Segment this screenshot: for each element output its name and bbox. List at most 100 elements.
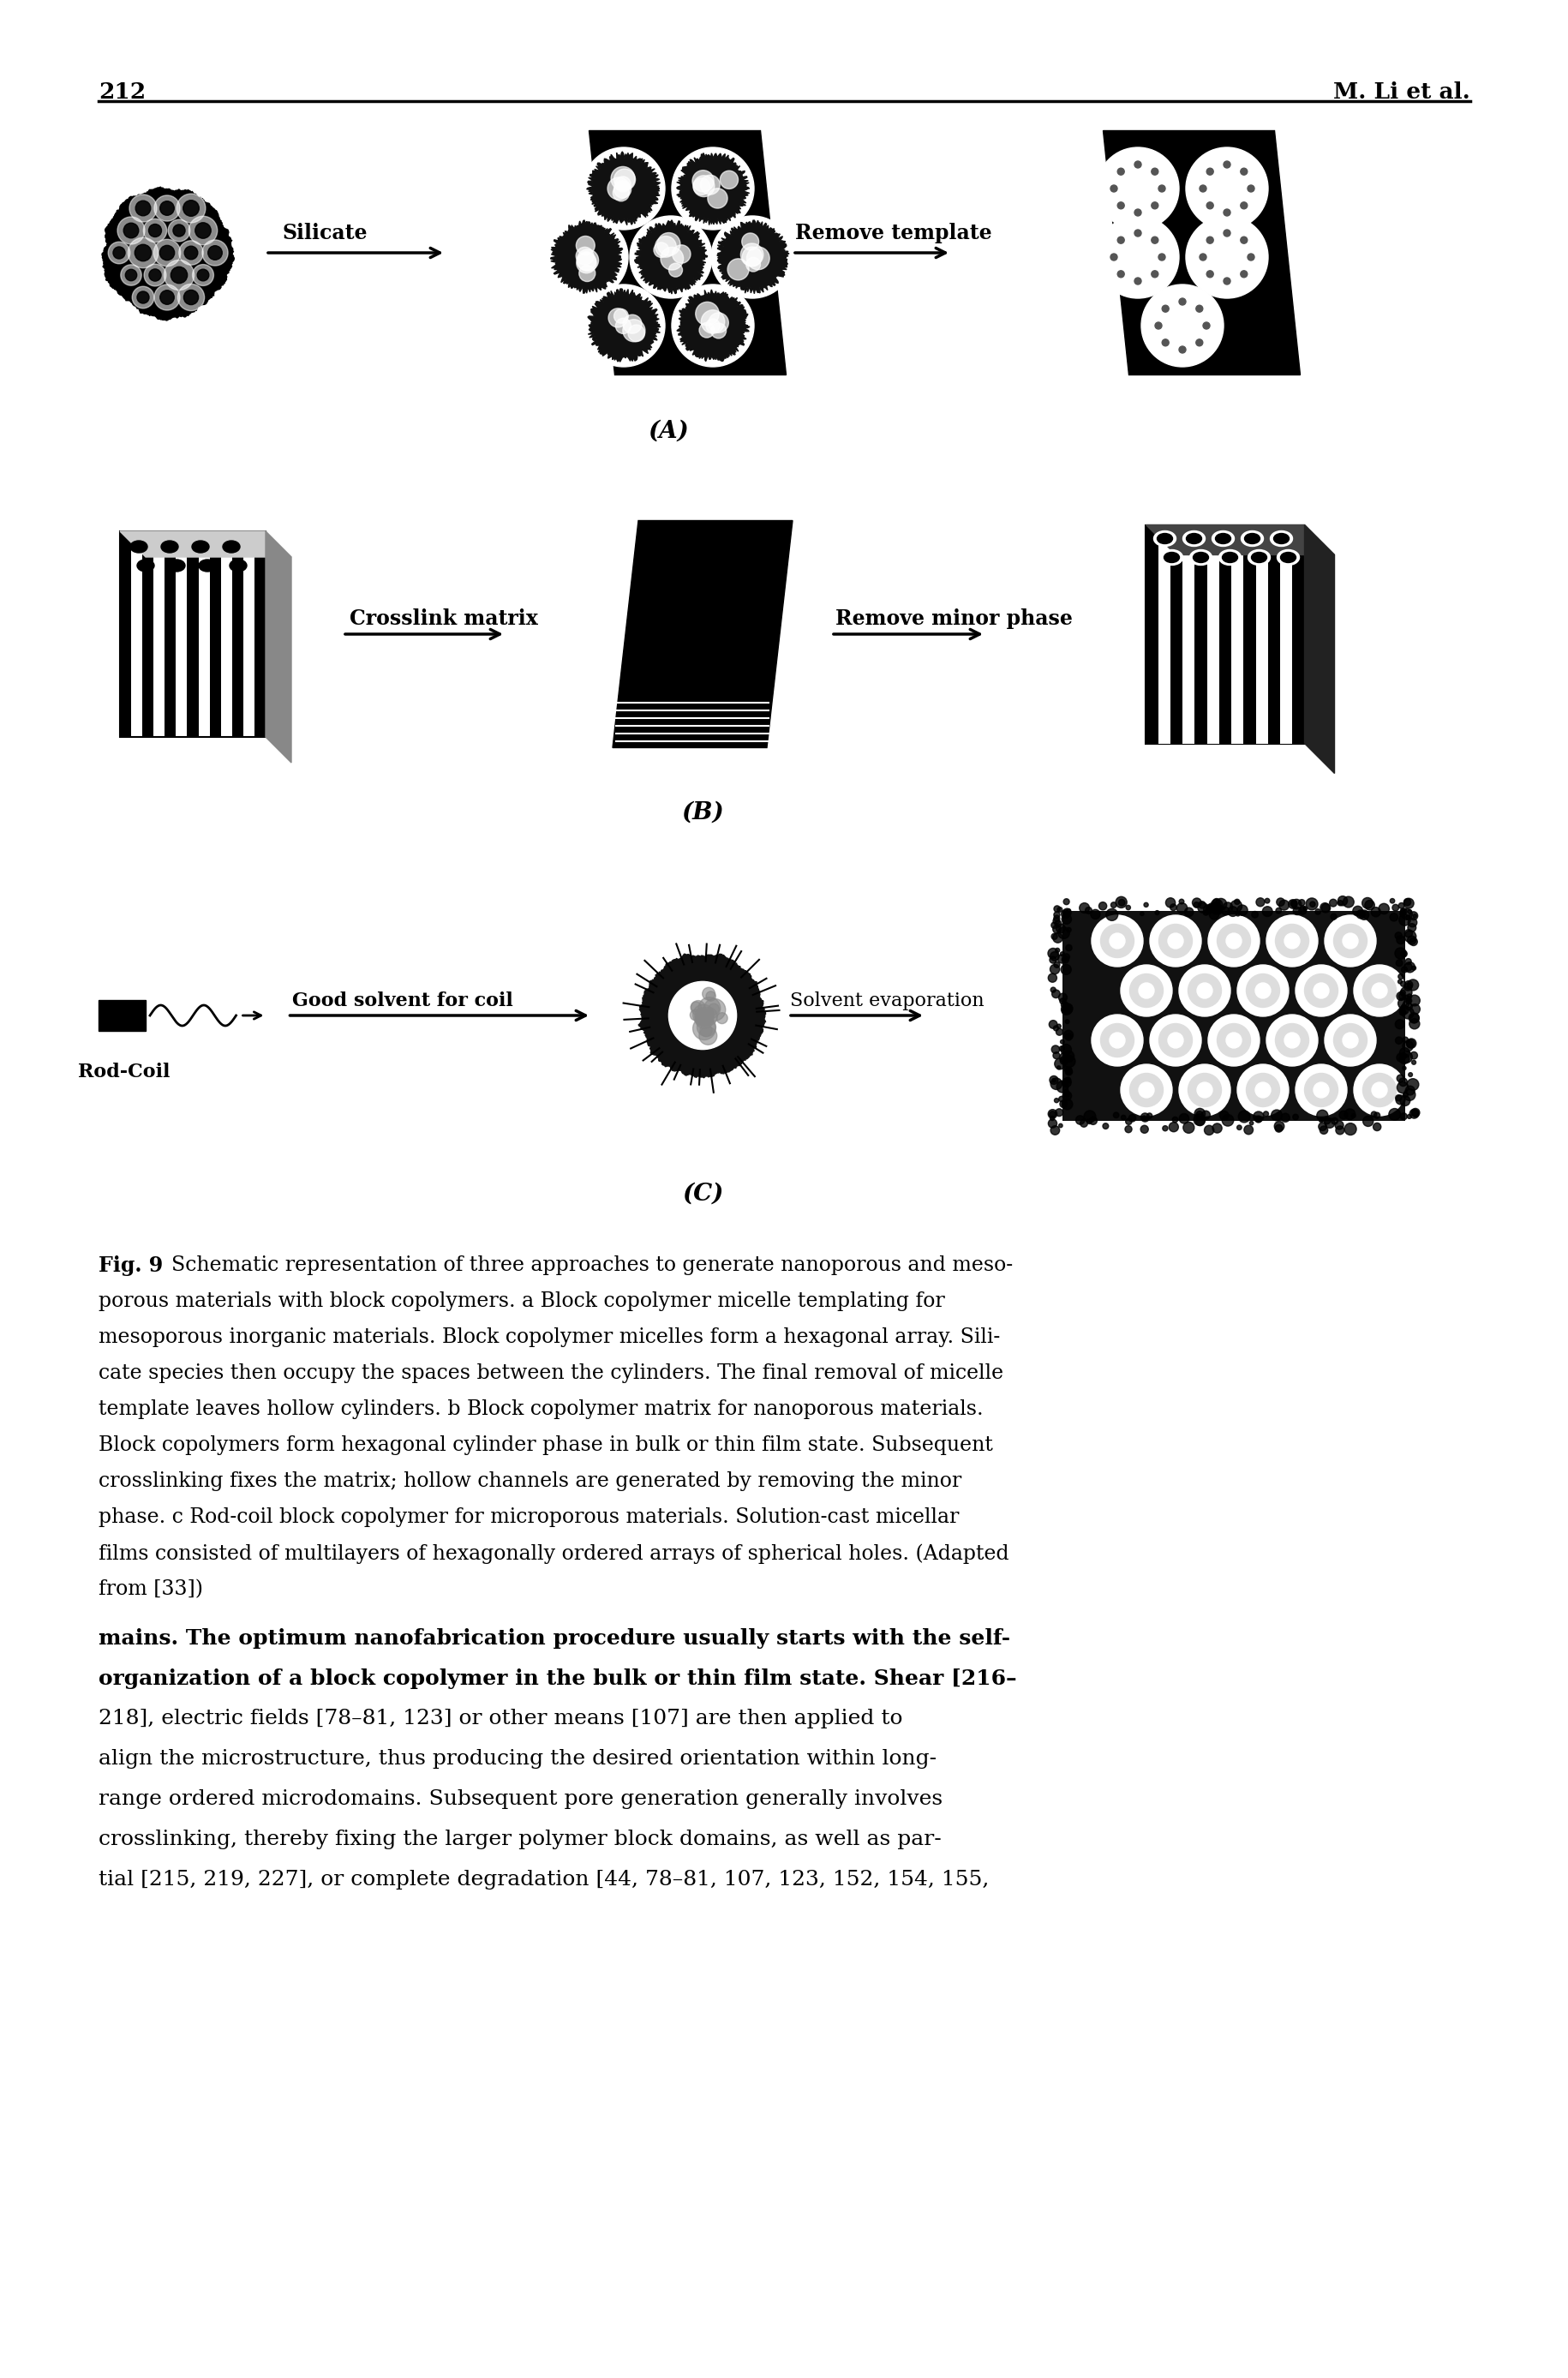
Circle shape: [1243, 1125, 1253, 1134]
Circle shape: [1405, 999, 1410, 1004]
Circle shape: [1408, 1072, 1411, 1077]
Circle shape: [1060, 965, 1071, 975]
Circle shape: [1088, 1118, 1096, 1125]
Circle shape: [1236, 1125, 1240, 1130]
Bar: [119, 530, 265, 737]
Circle shape: [707, 188, 728, 209]
Circle shape: [1206, 271, 1212, 278]
Circle shape: [1406, 1080, 1417, 1092]
Circle shape: [193, 264, 213, 285]
Circle shape: [1051, 989, 1060, 999]
Circle shape: [1399, 1008, 1405, 1015]
Circle shape: [1319, 1118, 1323, 1122]
Circle shape: [1185, 216, 1267, 297]
Circle shape: [622, 319, 644, 342]
Circle shape: [177, 283, 204, 312]
Circle shape: [144, 264, 166, 285]
Circle shape: [1138, 1082, 1154, 1099]
Circle shape: [1049, 951, 1058, 961]
Circle shape: [660, 247, 684, 271]
Text: (B): (B): [681, 801, 723, 825]
Circle shape: [1047, 973, 1057, 982]
Circle shape: [1054, 906, 1060, 913]
Circle shape: [1120, 1065, 1171, 1115]
Circle shape: [577, 250, 599, 271]
Circle shape: [1187, 975, 1221, 1008]
Circle shape: [1206, 238, 1212, 243]
Circle shape: [1060, 1039, 1063, 1044]
Circle shape: [1195, 1118, 1204, 1125]
Circle shape: [1406, 994, 1411, 999]
Circle shape: [1049, 1115, 1054, 1120]
Text: porous materials with block copolymers. a Block copolymer micelle templating for: porous materials with block copolymers. …: [99, 1291, 944, 1310]
Text: Block copolymers form hexagonal cylinder phase in bulk or thin film state. Subse: Block copolymers form hexagonal cylinder…: [99, 1436, 993, 1455]
Circle shape: [1323, 1015, 1375, 1065]
Circle shape: [702, 987, 715, 1001]
Circle shape: [1411, 1108, 1419, 1118]
Circle shape: [1054, 916, 1060, 920]
Text: cate species then occupy the spaces between the cylinders. The final removal of : cate species then occupy the spaces betw…: [99, 1363, 1004, 1384]
Circle shape: [1221, 1115, 1232, 1127]
Circle shape: [1240, 271, 1247, 278]
Circle shape: [1408, 937, 1416, 946]
Polygon shape: [119, 530, 292, 556]
Circle shape: [1047, 1120, 1057, 1127]
Circle shape: [1237, 1065, 1287, 1115]
Circle shape: [1265, 916, 1317, 965]
Ellipse shape: [1160, 549, 1182, 566]
Circle shape: [607, 178, 629, 200]
Circle shape: [1309, 901, 1314, 906]
Circle shape: [1195, 340, 1203, 347]
Circle shape: [1049, 1111, 1055, 1118]
Polygon shape: [635, 221, 707, 295]
Circle shape: [121, 264, 141, 285]
Circle shape: [1065, 1089, 1068, 1094]
Circle shape: [1352, 1113, 1355, 1118]
Circle shape: [1358, 911, 1369, 920]
Circle shape: [1134, 231, 1140, 235]
Circle shape: [1096, 147, 1179, 231]
Circle shape: [1284, 932, 1300, 949]
Circle shape: [1142, 1115, 1146, 1120]
Circle shape: [1196, 1082, 1212, 1099]
Circle shape: [1193, 1108, 1204, 1120]
Circle shape: [1201, 1111, 1209, 1120]
Circle shape: [1140, 1125, 1148, 1134]
Ellipse shape: [191, 540, 209, 552]
Circle shape: [654, 243, 668, 257]
Circle shape: [132, 285, 154, 309]
Circle shape: [135, 245, 152, 262]
Circle shape: [1096, 216, 1179, 297]
Circle shape: [1374, 1113, 1380, 1118]
Circle shape: [693, 1004, 713, 1025]
Text: Good solvent for coil: Good solvent for coil: [292, 992, 513, 1011]
Circle shape: [1413, 913, 1416, 918]
Circle shape: [1054, 920, 1062, 927]
Circle shape: [1051, 1046, 1058, 1053]
Circle shape: [1057, 1025, 1060, 1027]
Circle shape: [657, 233, 681, 254]
Text: Crosslink matrix: Crosslink matrix: [350, 609, 538, 630]
Circle shape: [1055, 949, 1058, 954]
Circle shape: [1400, 908, 1406, 916]
Circle shape: [1399, 1096, 1410, 1106]
Circle shape: [1270, 1111, 1281, 1120]
Circle shape: [1080, 1120, 1087, 1127]
Circle shape: [1052, 1025, 1058, 1030]
Circle shape: [575, 235, 594, 254]
Circle shape: [1223, 209, 1229, 216]
Circle shape: [690, 1001, 701, 1013]
Circle shape: [1406, 980, 1417, 992]
Circle shape: [1316, 1111, 1327, 1122]
Circle shape: [135, 200, 151, 216]
Circle shape: [1116, 202, 1124, 209]
Circle shape: [1323, 916, 1375, 965]
Circle shape: [1091, 1015, 1143, 1065]
Circle shape: [1399, 1006, 1408, 1015]
Circle shape: [1116, 271, 1124, 278]
Circle shape: [613, 309, 629, 323]
Circle shape: [1058, 1053, 1069, 1063]
Circle shape: [160, 245, 174, 259]
Circle shape: [1229, 901, 1242, 913]
Circle shape: [1054, 961, 1060, 968]
